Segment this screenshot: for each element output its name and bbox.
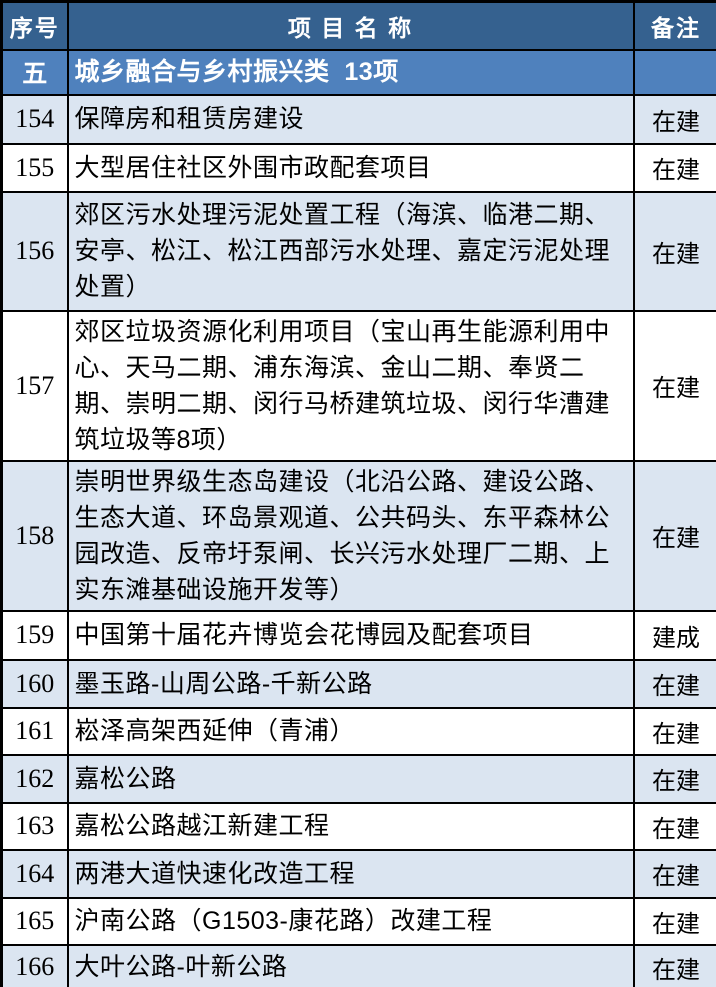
table-row: 164 两港大道快速化改造工程 在建 (0, 848, 716, 899)
project-name-cell: 郊区垃圾资源化利用项目（宝山再生能源利用中心、天马二期、浦东海滨、金山二期、奉贤… (66, 309, 635, 462)
project-name-cell: 保障房和租赁房建设 (66, 93, 635, 145)
status-cell: 在建 (632, 896, 716, 946)
status-cell: 在建 (632, 753, 716, 804)
table-row: 160 墨玉路-山周公路-千新公路 在建 (0, 658, 716, 709)
column-header-no: 序号 (0, 0, 69, 51)
status-cell: 在建 (632, 801, 716, 851)
project-name-cell: 中国第十届花卉博览会花博园及配套项目 (66, 609, 635, 661)
project-name-cell: 大型居住社区外围市政配套项目 (66, 142, 635, 193)
row-number-cell: 154 (0, 93, 69, 145)
section-remark (632, 48, 716, 96)
row-number-cell: 164 (0, 848, 69, 899)
row-number-cell: 156 (0, 190, 69, 312)
row-number-cell: 165 (0, 896, 69, 946)
status-cell: 在建 (632, 943, 716, 987)
row-number-cell: 166 (0, 943, 69, 987)
project-name-cell: 两港大道快速化改造工程 (66, 848, 635, 899)
status-cell: 在建 (632, 706, 716, 756)
table-row: 159 中国第十届花卉博览会花博园及配套项目 建成 (0, 609, 716, 661)
status-cell: 在建 (632, 459, 716, 612)
row-number-cell: 163 (0, 801, 69, 851)
table-body: 154 保障房和租赁房建设 在建 155 大型居住社区外围市政配套项目 在建 1… (0, 93, 716, 987)
status-cell: 建成 (632, 609, 716, 661)
table-row: 156 郊区污水处理污泥处置工程（海滨、临港二期、安亭、松江、松江西部污水处理、… (0, 190, 716, 312)
status-cell: 在建 (632, 848, 716, 899)
row-number-cell: 158 (0, 459, 69, 612)
status-cell: 在建 (632, 142, 716, 193)
table-row: 163 嘉松公路越江新建工程 在建 (0, 801, 716, 851)
row-number-cell: 162 (0, 753, 69, 804)
column-header-project-name: 项 目 名 称 (66, 0, 635, 51)
row-number-cell: 159 (0, 609, 69, 661)
project-name-cell: 嘉松公路越江新建工程 (66, 801, 635, 851)
section-row: 五 城乡融合与乡村振兴类 13项 (0, 48, 716, 96)
table-row: 154 保障房和租赁房建设 在建 (0, 93, 716, 145)
project-name-cell: 郊区污水处理污泥处置工程（海滨、临港二期、安亭、松江、松江西部污水处理、嘉定污泥… (66, 190, 635, 312)
project-name-cell: 大叶公路-叶新公路 (66, 943, 635, 987)
row-number-cell: 161 (0, 706, 69, 756)
table-row: 165 沪南公路（G1503-康花路）改建工程 在建 (0, 896, 716, 946)
table-row: 158 崇明世界级生态岛建设（北沿公路、建设公路、生态大道、环岛景观道、公共码头… (0, 459, 716, 612)
table-row: 155 大型居住社区外围市政配套项目 在建 (0, 142, 716, 193)
status-cell: 在建 (632, 309, 716, 462)
section-number: 五 (0, 48, 69, 96)
project-name-cell: 崧泽高架西延伸（青浦） (66, 706, 635, 756)
table-header-row: 序号 项 目 名 称 备注 (0, 0, 716, 51)
row-number-cell: 160 (0, 658, 69, 709)
column-header-remark: 备注 (632, 0, 716, 51)
project-name-cell: 沪南公路（G1503-康花路）改建工程 (66, 896, 635, 946)
status-cell: 在建 (632, 658, 716, 709)
table-row: 157 郊区垃圾资源化利用项目（宝山再生能源利用中心、天马二期、浦东海滨、金山二… (0, 309, 716, 462)
section-title: 城乡融合与乡村振兴类 13项 (66, 48, 635, 96)
project-name-cell: 崇明世界级生态岛建设（北沿公路、建设公路、生态大道、环岛景观道、公共码头、东平森… (66, 459, 635, 612)
table-row: 162 嘉松公路 在建 (0, 753, 716, 804)
status-cell: 在建 (632, 93, 716, 145)
project-name-cell: 嘉松公路 (66, 753, 635, 804)
row-number-cell: 155 (0, 142, 69, 193)
status-cell: 在建 (632, 190, 716, 312)
table-row: 161 崧泽高架西延伸（青浦） 在建 (0, 706, 716, 756)
project-name-cell: 墨玉路-山周公路-千新公路 (66, 658, 635, 709)
table-row: 166 大叶公路-叶新公路 在建 (0, 943, 716, 987)
row-number-cell: 157 (0, 309, 69, 462)
